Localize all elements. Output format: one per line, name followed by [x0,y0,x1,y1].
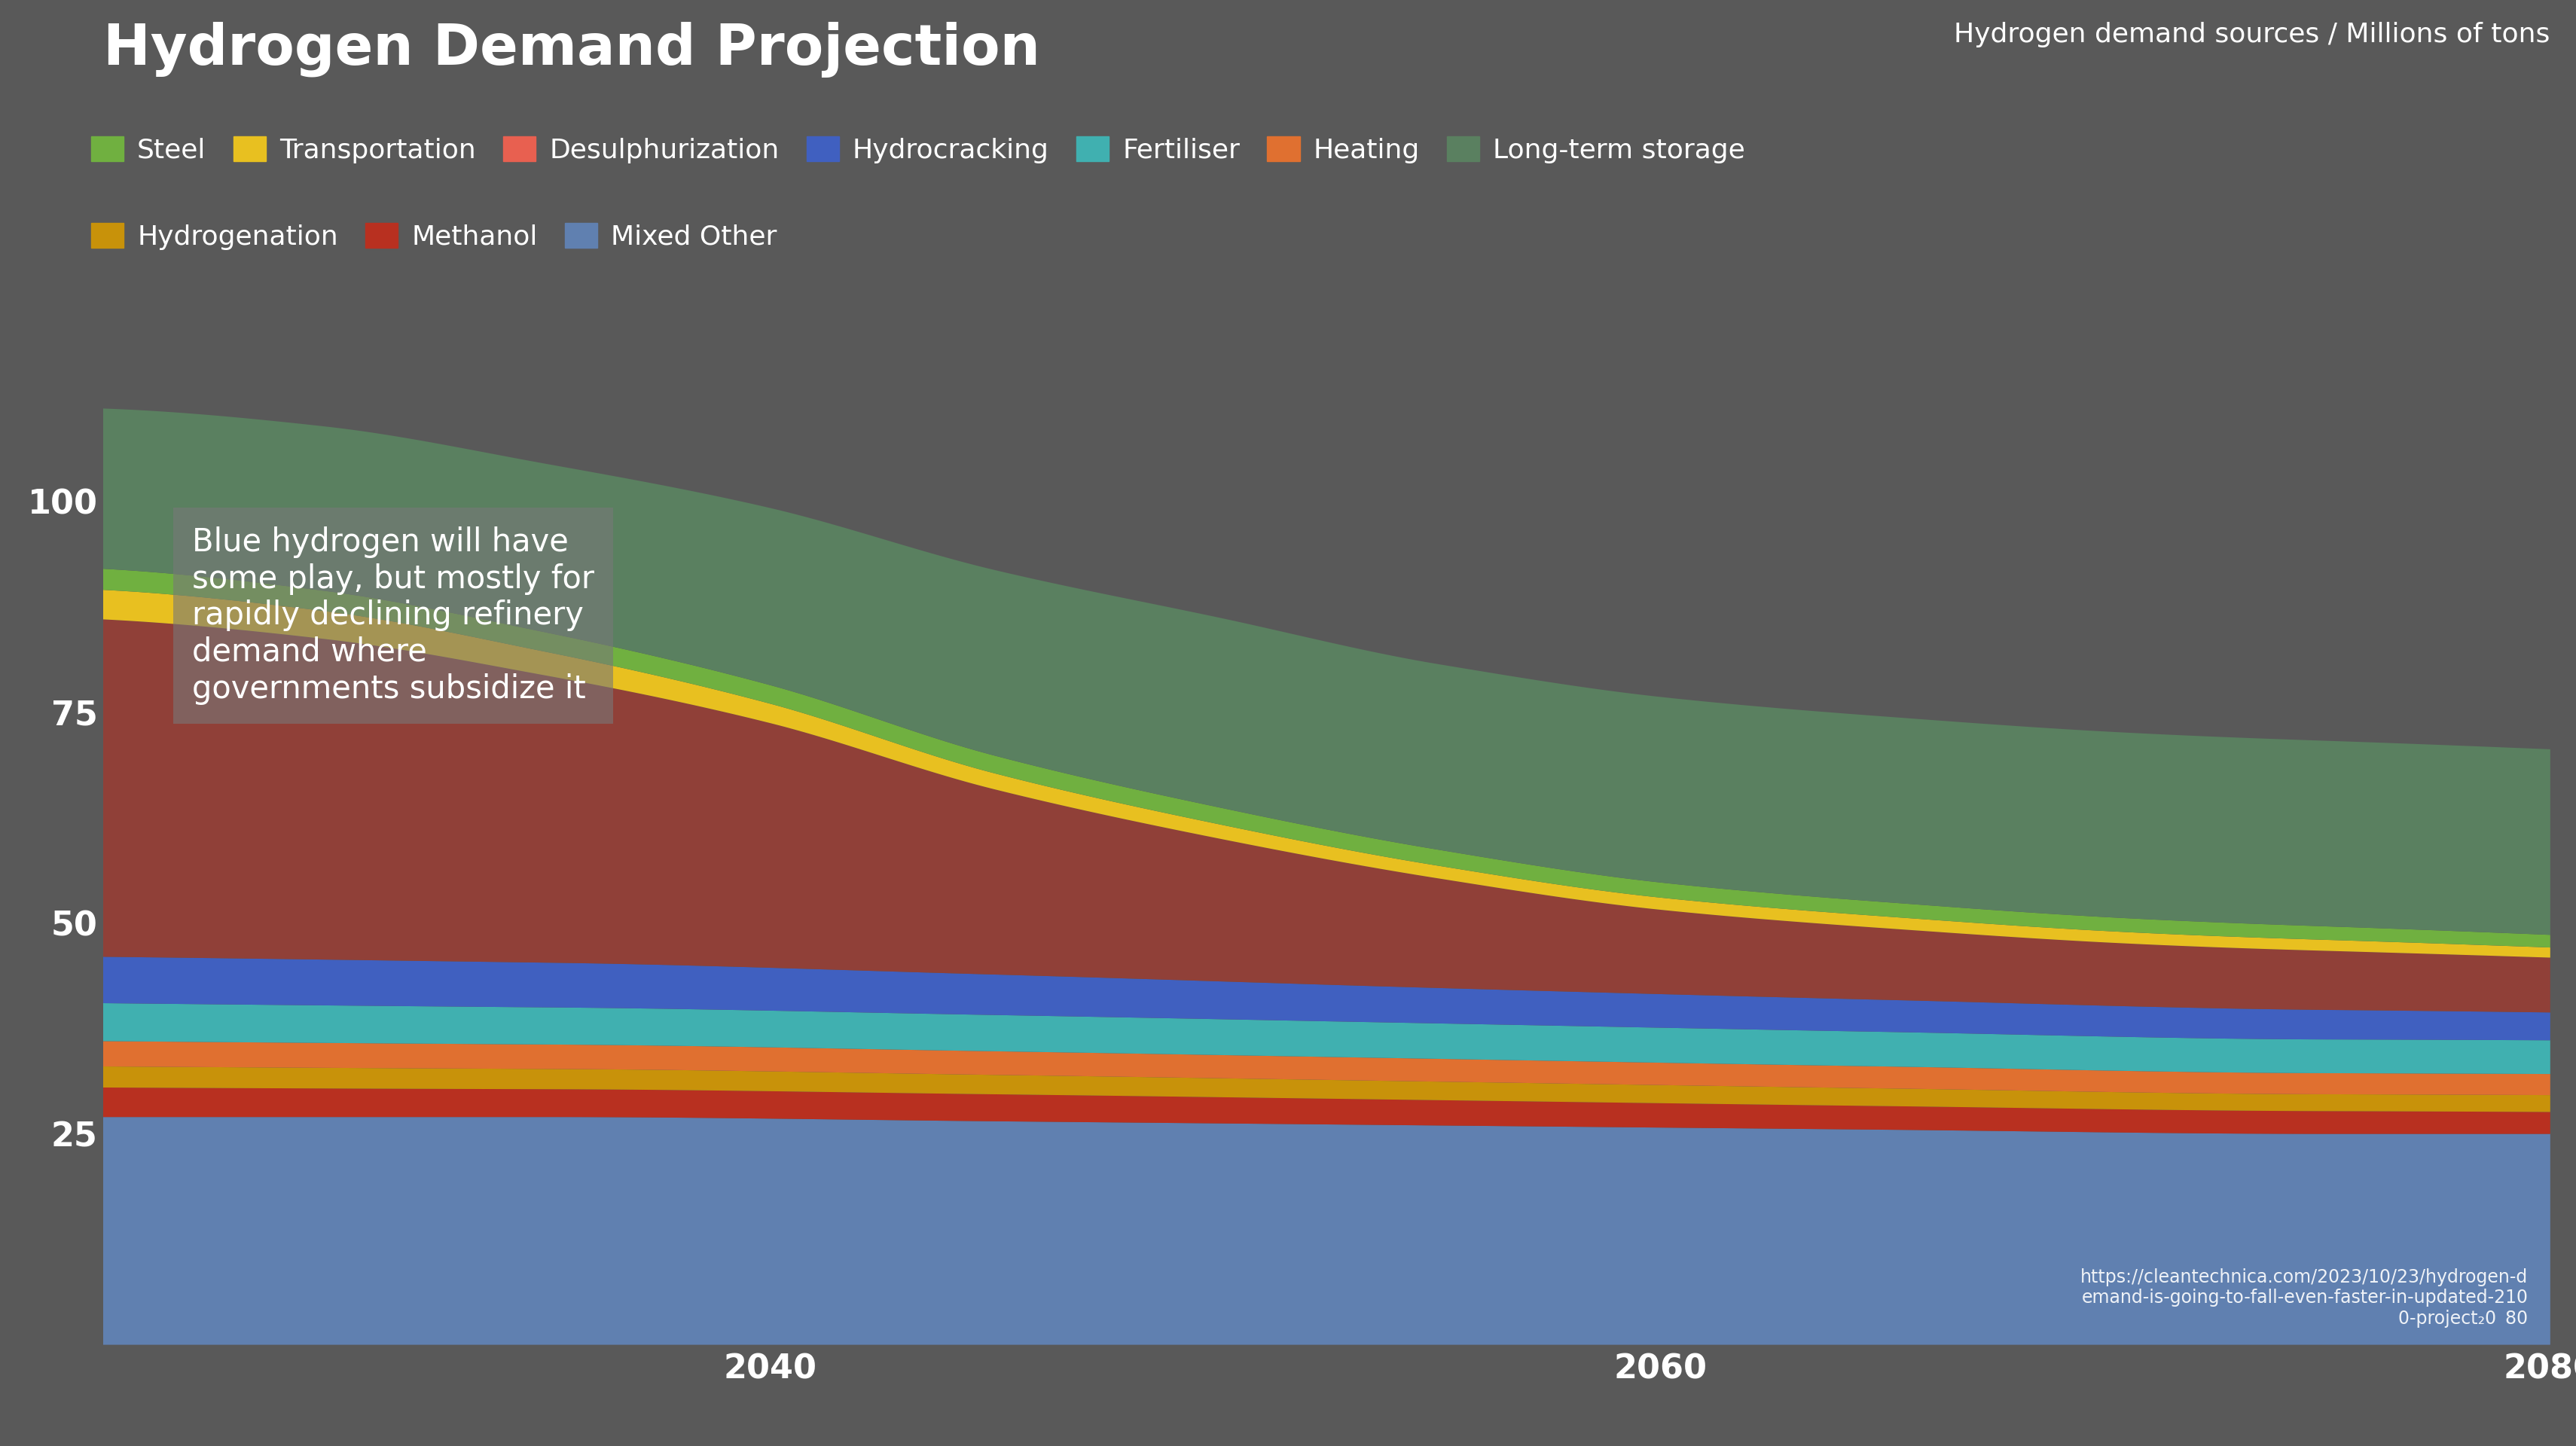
Text: Hydrogen Demand Projection: Hydrogen Demand Projection [103,22,1041,78]
Text: Hydrogen demand sources / Millions of tons: Hydrogen demand sources / Millions of to… [1955,22,2550,48]
Text: https://cleantechnica.com/2023/10/23/hydrogen-d
emand-is-going-to-fall-even-fast: https://cleantechnica.com/2023/10/23/hyd… [2081,1268,2527,1327]
Legend: Hydrogenation, Methanol, Mixed Other: Hydrogenation, Methanol, Mixed Other [90,223,778,250]
Legend: Steel, Transportation, Desulphurization, Hydrocracking, Fertiliser, Heating, Lon: Steel, Transportation, Desulphurization,… [90,136,1747,163]
Text: Blue hydrogen will have
some play, but mostly for
rapidly declining refinery
dem: Blue hydrogen will have some play, but m… [193,526,595,704]
